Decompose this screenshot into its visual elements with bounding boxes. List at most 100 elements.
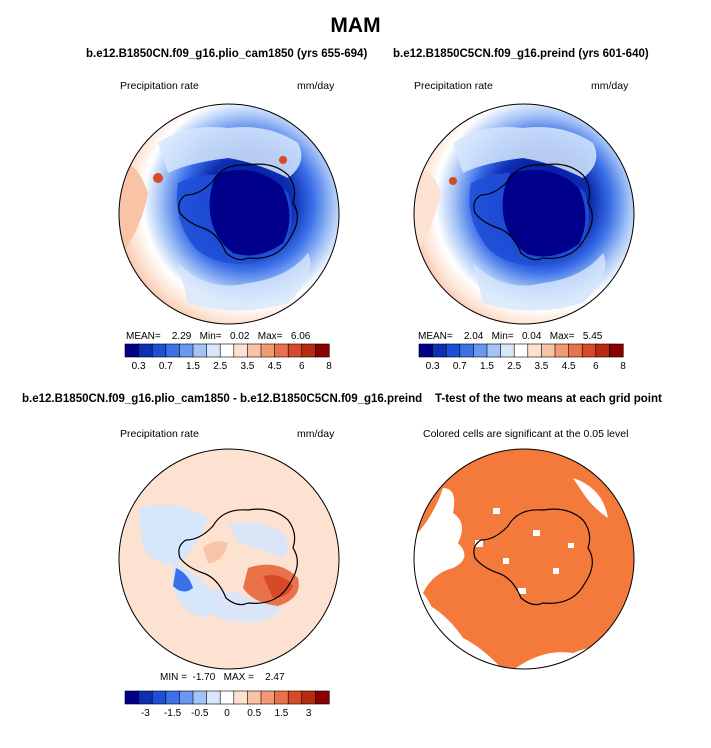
panel-plio-colorbar-swatch-7 [219,343,235,358]
panel-plio-max-value: 6.06 [290,331,311,342]
panel-diff-colorbar-tick-label: -1.5 [164,708,182,719]
panel-plio-variable-label: Precipitation rate [120,80,199,92]
page-title: MAM [330,14,381,37]
panel-plio-min-value: 0.02 [229,331,250,342]
panel-preind-colorbar-swatch-8 [527,343,543,358]
panel-diff-colorbar-swatch-3 [165,690,180,705]
panel-plio-map [118,103,340,325]
panel-diff-colorbar-tick-label: 0.5 [247,708,261,719]
panel-diff-colorbar-swatch-9 [247,690,262,705]
panel-preind-colorbar-swatch-6 [500,343,515,358]
panel-plio-colorbar-tick-label: 4.5 [268,361,282,372]
panel-preind-colorbar-tick-label: 3.5 [534,361,548,372]
panel-diff-min-label: MIN = [160,672,187,683]
panel-plio-colorbar-swatch-12 [287,343,303,358]
panel-diff-min-value: -1.70 [192,672,216,683]
panel-preind-colorbar-swatch-9 [541,343,556,358]
panel-plio-mean-value: 2.29 [171,331,192,342]
panel-diff-colorbar-tick-label: -3 [141,708,150,719]
panel-plio-colorbar-tick-label: 2.5 [213,361,227,372]
panel-diff-colorbar-swatch-1 [138,690,153,705]
panel-plio-colorbar-swatch-2 [151,343,167,358]
panel-preind-map [413,103,635,325]
panel-preind-colorbar-tick-label: 2.5 [507,361,521,372]
panel-diff-variable-label: Precipitation rate [120,428,199,440]
panel-preind-max-value: 5.45 [582,331,603,342]
panel-preind-colorbar-swatch-1 [432,343,447,358]
panel-preind-colorbar-swatch-4 [473,343,488,358]
panel-plio-colorbar-tick-label: 6 [299,361,305,372]
panel-plio-units-label: mm/day [297,80,335,92]
panel-diff-colorbar-swatch-14 [315,690,330,705]
panel-preind-colorbar-swatch-10 [554,343,570,358]
panel-diff-colorbar-swatch-2 [151,690,167,705]
panel-diff-colorbar: -3 -1.5 -0.5 0 0.5 1.5 3 [124,690,330,719]
panel-preind-title: b.e12.B1850C5CN.f09_g16.preind (yrs 601-… [393,48,649,60]
panel-diff-colorbar-swatch-4 [179,690,194,705]
panel-plio-colorbar-swatch-9 [247,343,262,358]
panel-preind-min-label: Min= [491,331,514,342]
panel-preind-mean-label: MEAN= [418,331,453,342]
panel-diff-colorbar-tick-label: 1.5 [274,708,288,719]
panel-plio-colorbar-swatch-13 [301,343,317,358]
panel-preind-colorbar-swatch-7 [513,343,529,358]
panel-plio-stats: MEAN= 2.29 Min= 0.02 Max= 6.06 [126,331,310,342]
panel-plio-colorbar: 0.3 0.7 1.5 2.5 3.5 4.5 6 8 [124,343,332,372]
panel-plio-colorbar-tick-label: 0.3 [132,361,146,372]
panel-plio-colorbar-tick-label: 1.5 [186,361,200,372]
panel-preind-colorbar-tick-label: 6 [593,361,599,372]
panel-plio-colorbar-swatch-10 [260,343,276,358]
panel-preind-colorbar: 0.3 0.7 1.5 2.5 3.5 4.5 6 8 [418,343,626,372]
panel-plio-colorbar-swatch-11 [274,343,289,358]
panel-preind-colorbar-tick-label: 4.5 [562,361,576,372]
panel-plio-mean-label: MEAN= [126,331,161,342]
panel-diff-colorbar-tick-label: 0 [224,708,230,719]
panel-preind-colorbar-tick-label: 0.7 [453,361,467,372]
panel-preind-colorbar-swatch-12 [581,343,597,358]
panel-diff-colorbar-tick-label: 3 [306,708,312,719]
panel-diff-colorbar-swatch-10 [260,690,276,705]
panel-preind-colorbar-tick-label: 0.3 [426,361,440,372]
panel-plio-min-label: Min= [199,331,222,342]
panel-preind-max-label: Max= [549,331,575,342]
panel-diff-colorbar-swatch-11 [274,690,289,705]
panel-preind-colorbar-swatch-5 [486,343,502,358]
panel-plio-colorbar-swatch-1 [138,343,153,358]
panel-plio-colorbar-tick-label: 8 [326,361,332,372]
panel-plio-max-label: Max= [257,331,283,342]
panel-plio-colorbar-swatch-6 [206,343,221,358]
panel-diff-max-label: MAX = [223,672,254,683]
panel-diff-colorbar-swatch-8 [233,690,249,705]
panel-plio-colorbar-swatch-14 [315,343,330,358]
panel-diff-colorbar-swatch-0 [124,690,140,705]
panel-diff-colorbar-tick-label: -0.5 [191,708,209,719]
panel-ttest-title: T-test of the two means at each grid poi… [435,393,662,405]
panel-preind-units-label: mm/day [591,80,629,92]
panel-preind-variable-label: Precipitation rate [414,80,493,92]
panel-preind-colorbar-swatch-2 [445,343,461,358]
panel-plio-colorbar-swatch-8 [233,343,249,358]
panel-preind-stats: MEAN= 2.04 Min= 0.04 Max= 5.45 [418,331,602,342]
panel-plio-colorbar-swatch-0 [124,343,140,358]
panel-preind-colorbar-swatch-3 [459,343,474,358]
panel-preind-colorbar-tick-label: 1.5 [480,361,494,372]
panel-diff-colorbar-swatch-7 [219,690,235,705]
panel-plio-title: b.e12.B1850CN.f09_g16.plio_cam1850 (yrs … [86,48,368,60]
panel-diff-colorbar-swatch-5 [192,690,208,705]
panel-preind-colorbar-swatch-13 [595,343,611,358]
panel-preind-min-value: 0.04 [521,331,542,342]
panel-diff-title: b.e12.B1850CN.f09_g16.plio_cam1850 - b.e… [22,393,423,405]
panel-diff-colorbar-swatch-6 [206,690,221,705]
panel-diff-map [118,448,340,670]
panel-diff-units-label: mm/day [297,428,335,440]
panel-plio-colorbar-swatch-5 [192,343,208,358]
panel-preind-colorbar-swatch-11 [568,343,583,358]
panel-diff-max-value: 2.47 [265,672,285,683]
panel-ttest-map [413,448,635,670]
panel-plio-colorbar-tick-label: 0.7 [159,361,173,372]
panel-diff-colorbar-swatch-12 [287,690,303,705]
panel-preind-mean-value: 2.04 [463,331,484,342]
panel-ttest-subtitle: Colored cells are significant at the 0.0… [423,428,629,440]
panel-preind-colorbar-swatch-14 [609,343,624,358]
panel-plio-colorbar-swatch-3 [165,343,180,358]
